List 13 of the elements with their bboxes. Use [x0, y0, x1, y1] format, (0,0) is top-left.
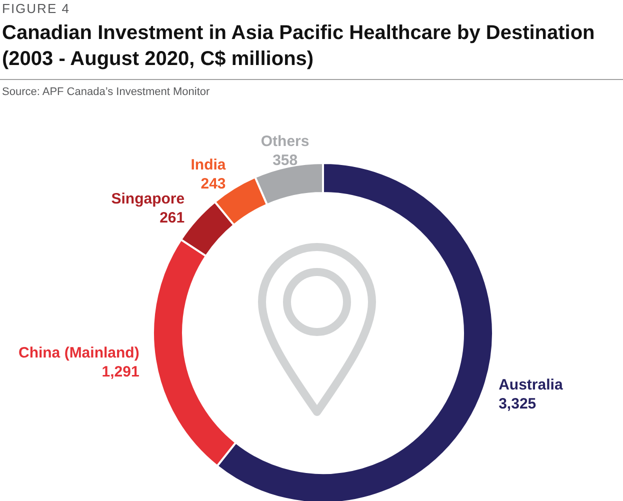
- source-note: Source: APF Canada’s Investment Monitor: [2, 86, 210, 98]
- slice-label: India: [190, 156, 226, 174]
- data-label: 261: [160, 210, 185, 227]
- caption: FIGURE 4: [2, 1, 70, 16]
- data-label: 3,325: [498, 395, 536, 412]
- data-label: 358: [272, 152, 298, 169]
- chart-title: Canadian Investment in Asia Pacific Healthcare by Destination (2003 - August 2020, C$ millions): [2, 21, 596, 72]
- slice-label: Singapore: [111, 190, 185, 208]
- data-label: 243: [200, 175, 226, 192]
- slice-label: Others: [260, 132, 310, 150]
- slice-label: Australia: [498, 376, 564, 394]
- data-label: 1,291: [102, 363, 140, 380]
- slice-label: China (Mainland): [18, 344, 140, 362]
